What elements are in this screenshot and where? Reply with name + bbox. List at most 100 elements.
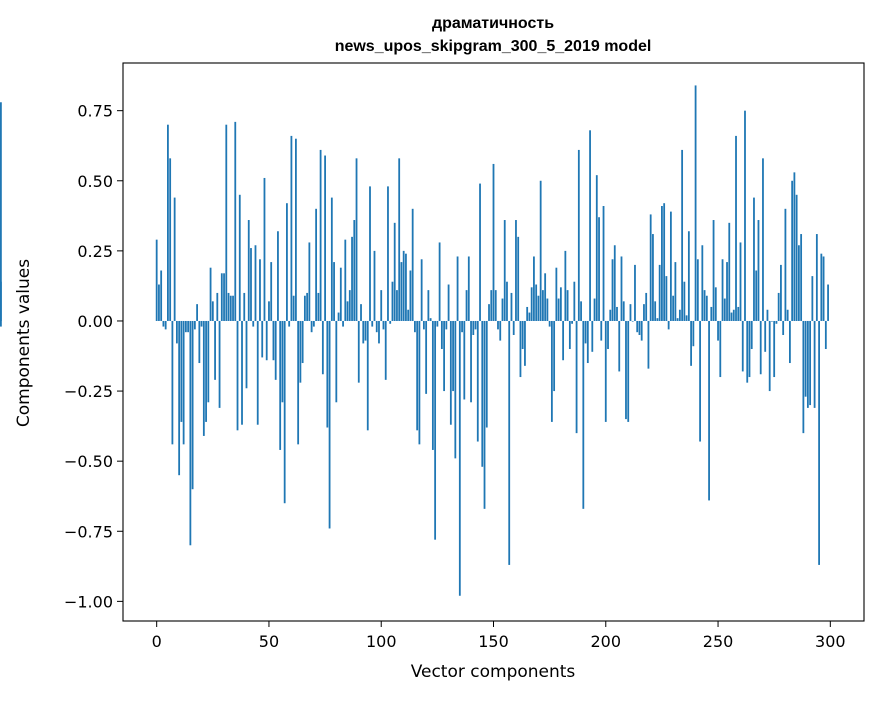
bar-281	[786, 309, 789, 321]
bar-261	[741, 320, 744, 372]
bar-287	[800, 234, 803, 321]
bar-210	[627, 320, 630, 422]
y-tick-label: 0.75	[77, 102, 113, 121]
bar-127	[440, 320, 443, 350]
chart-title: драматичность	[432, 15, 554, 32]
bar-274	[771, 320, 773, 322]
bar-150	[492, 163, 495, 321]
bar-188	[577, 149, 580, 321]
bar-35	[234, 121, 237, 321]
bar-135	[458, 320, 461, 596]
bar-108	[398, 158, 401, 321]
bar-149	[490, 290, 493, 321]
bar-34	[232, 295, 234, 321]
bar-123	[431, 320, 434, 450]
bar-298	[824, 320, 827, 350]
bar-217	[643, 304, 645, 321]
bar-77	[328, 320, 331, 529]
x-axis-label: Vector components	[411, 662, 576, 682]
y-axis-label: Components values	[14, 259, 34, 427]
bar-237	[687, 231, 690, 321]
bar-31	[225, 124, 228, 321]
bar-118	[420, 259, 423, 321]
bar-195	[593, 298, 596, 321]
bar-121	[427, 290, 430, 321]
bar-91	[360, 304, 362, 321]
bar-114	[411, 208, 414, 321]
bar-227	[665, 276, 668, 321]
bar-249	[714, 287, 717, 321]
bar-147	[485, 320, 488, 428]
bar-165	[526, 306, 529, 321]
bar-254	[726, 262, 728, 321]
bar-19	[198, 320, 201, 364]
bar-199	[602, 206, 605, 321]
bar-156	[506, 281, 508, 321]
bar-235	[683, 281, 686, 321]
bar-207	[620, 256, 623, 321]
bar-73	[319, 149, 322, 321]
bar-17	[193, 320, 196, 330]
bar-39	[243, 292, 246, 321]
bar-96	[371, 320, 374, 327]
bar-130	[447, 284, 450, 321]
bar-192	[586, 320, 589, 364]
bar-95	[369, 186, 371, 321]
bar-71	[315, 208, 318, 321]
bar-187	[575, 320, 578, 434]
bar-231	[674, 262, 677, 321]
bar-111	[405, 253, 407, 321]
y-tick-label: −1.00	[64, 592, 113, 611]
bar-18	[196, 304, 198, 321]
bar-90	[357, 320, 360, 383]
bar-211	[629, 304, 632, 321]
bar-106	[393, 222, 396, 321]
bar-40	[245, 320, 248, 389]
bar-256	[730, 312, 733, 321]
bar-10	[178, 320, 181, 476]
chart-subtitle: news_upos_skipgram_300_5_2019 model	[335, 38, 652, 55]
bar-134	[456, 256, 459, 321]
bar-5	[167, 124, 169, 321]
bar-142	[474, 320, 477, 330]
bar-85	[346, 301, 349, 321]
bar-216	[640, 320, 643, 341]
bar-76	[326, 320, 329, 428]
bar-276	[775, 320, 778, 324]
bar-25	[211, 301, 214, 321]
bar-83	[342, 320, 344, 327]
bar-223	[656, 318, 659, 321]
bar-264	[748, 320, 751, 378]
bar-30	[223, 273, 225, 321]
bar-112	[407, 309, 410, 321]
bar-128	[443, 320, 445, 392]
bar-50	[268, 301, 270, 321]
bar-11	[180, 320, 183, 422]
bar-283	[791, 180, 794, 321]
bar-2	[160, 270, 163, 321]
bar-263	[746, 320, 749, 383]
bar-194	[591, 320, 594, 352]
bar-16	[191, 320, 194, 490]
bar-115	[414, 320, 416, 333]
bar-164	[524, 320, 526, 366]
bar-57	[283, 320, 286, 504]
bar-230	[672, 295, 675, 321]
bar-162	[519, 320, 522, 378]
bar-143	[476, 320, 479, 442]
bar-75	[324, 155, 326, 321]
bar-33	[229, 295, 232, 321]
bar-297	[822, 256, 825, 321]
bar-80	[335, 320, 338, 403]
bar-196	[595, 175, 598, 321]
bar-86	[348, 290, 351, 321]
bar-204	[613, 245, 616, 321]
bar-186	[573, 281, 576, 321]
bar-64	[299, 320, 302, 383]
x-tick-label: 0	[152, 632, 162, 651]
bar-41	[247, 220, 250, 321]
bar-224	[658, 264, 661, 321]
bar-24	[209, 267, 212, 321]
bar-175	[548, 320, 551, 327]
